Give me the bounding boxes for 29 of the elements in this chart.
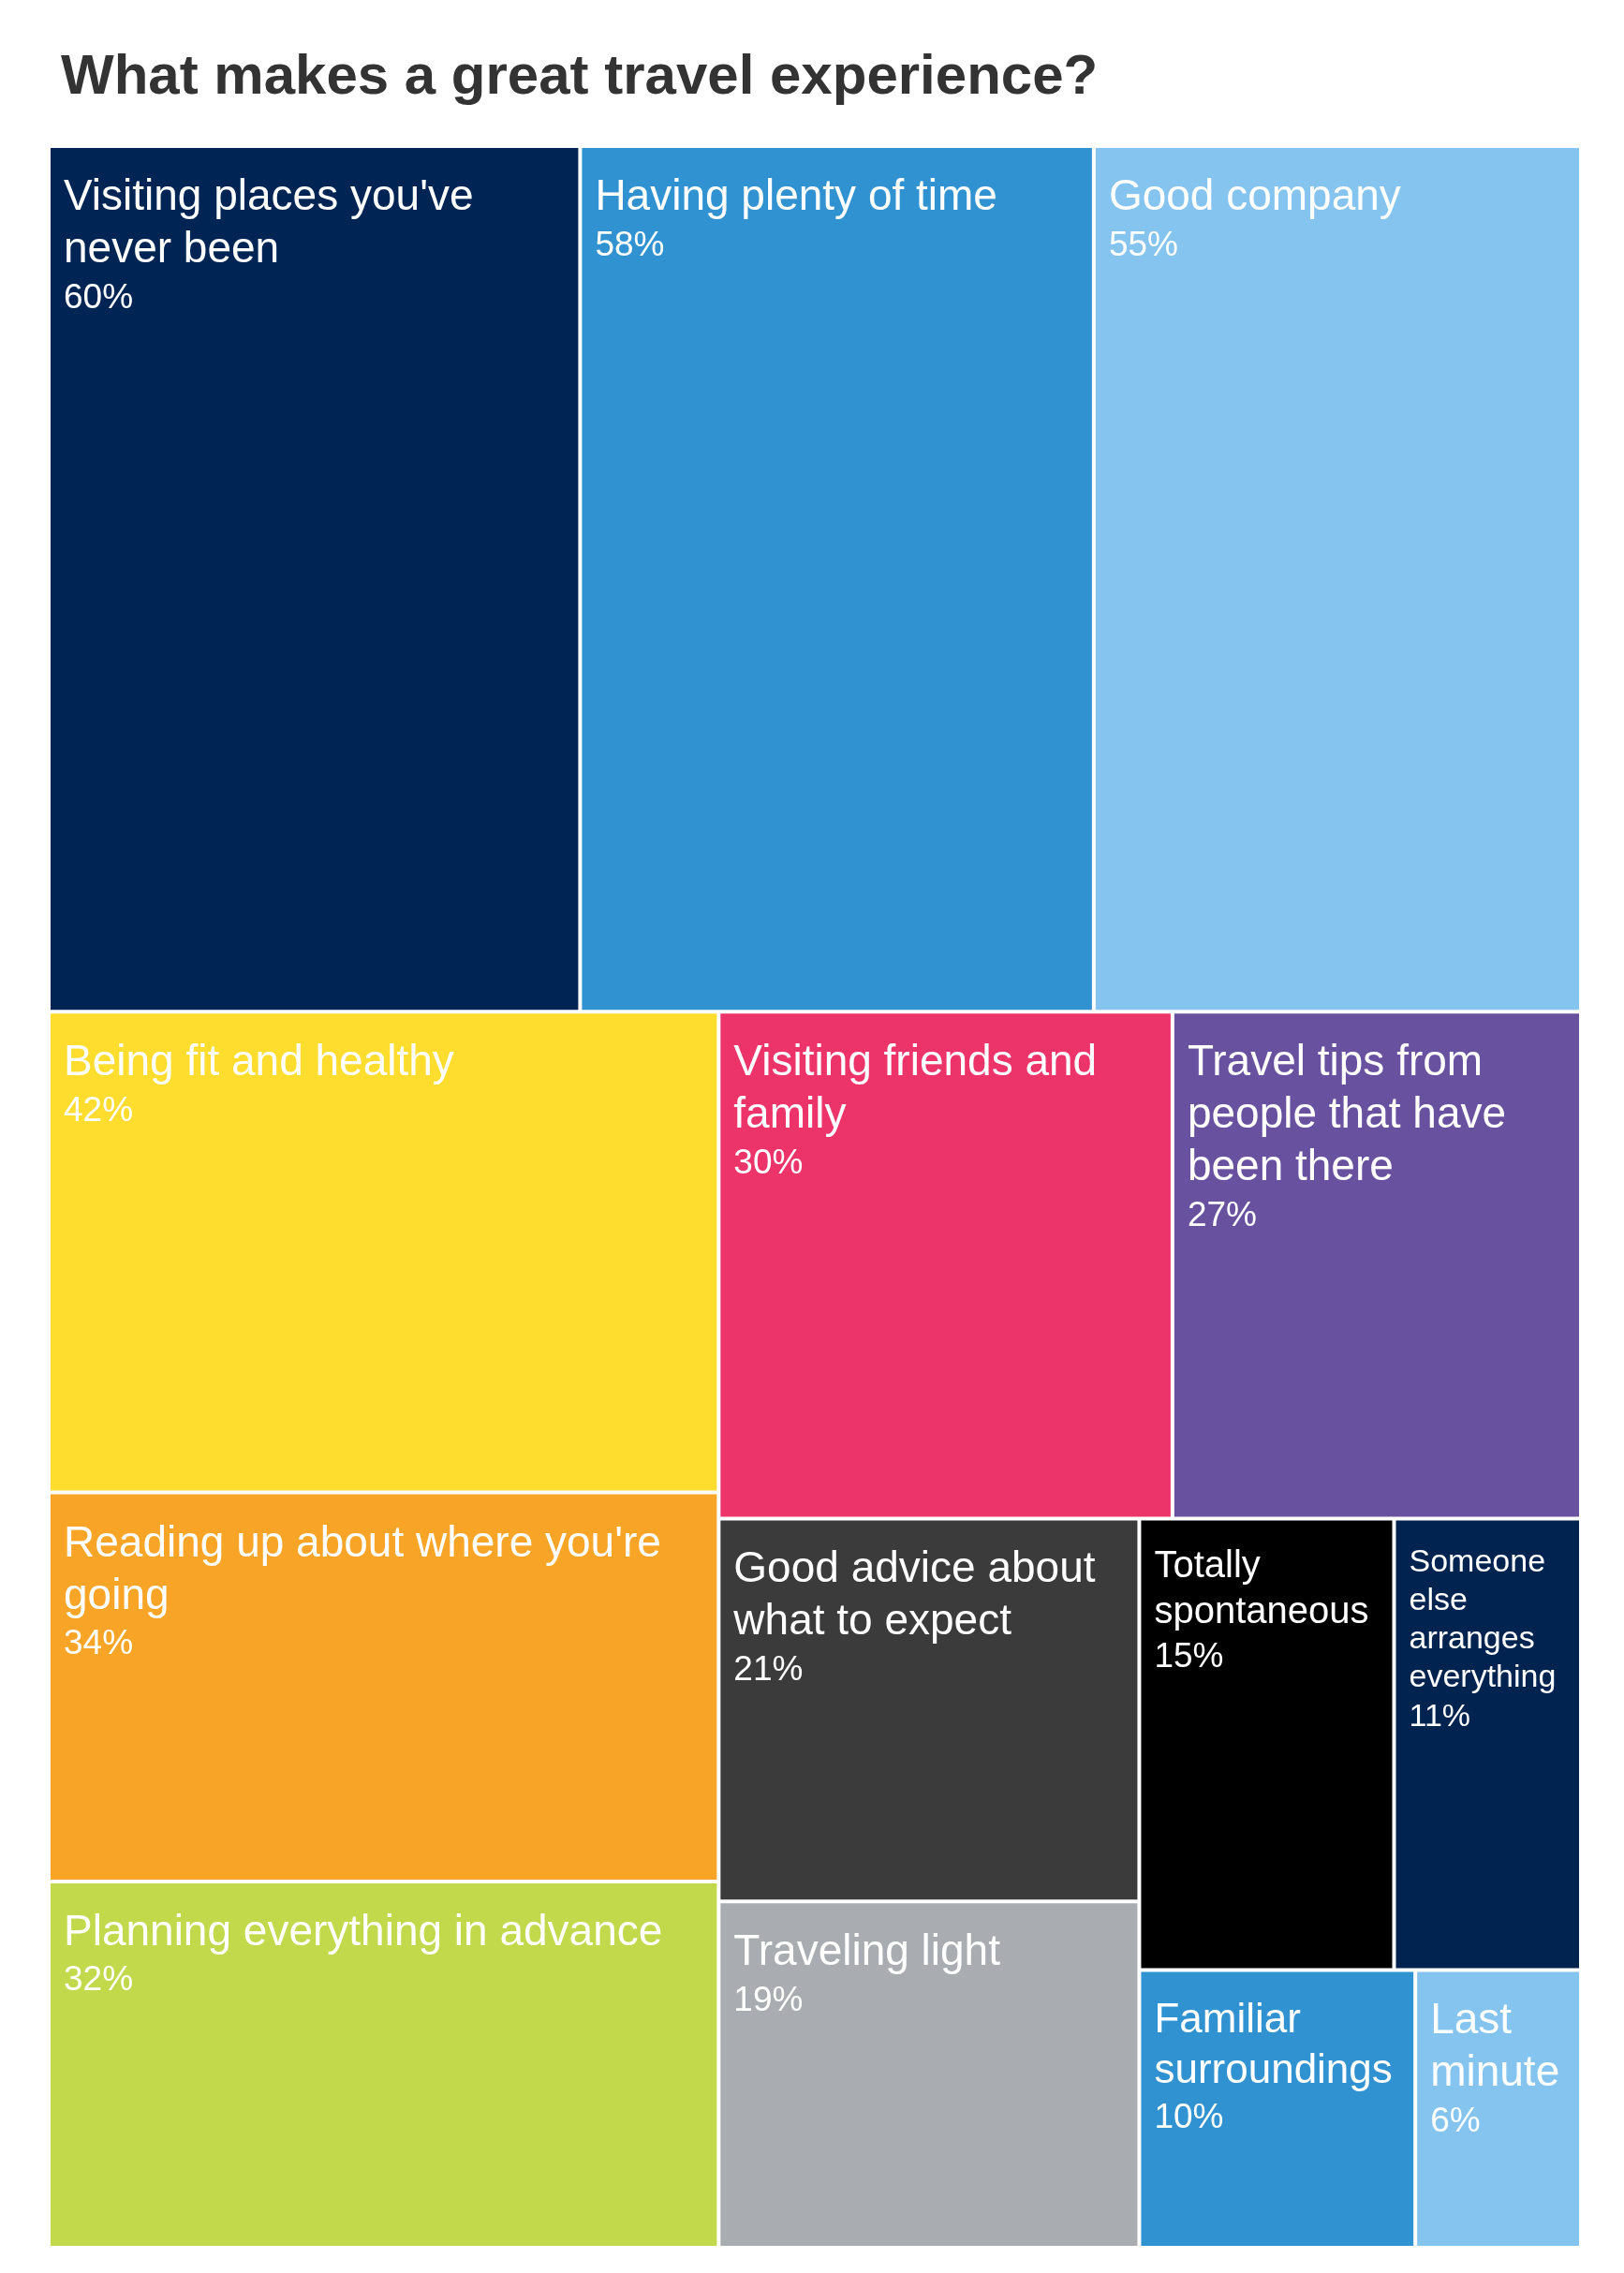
data-label: 58%: [595, 224, 665, 263]
data-label: 42%: [64, 1089, 134, 1129]
data-label: 30%: [733, 1142, 804, 1181]
data-label: 55%: [1108, 224, 1178, 263]
data-label: 21%: [733, 1648, 804, 1688]
data-label: 60%: [64, 276, 134, 316]
text: What makes a great travel experience?: [61, 42, 1099, 106]
data-label: 27%: [1187, 1194, 1257, 1233]
category-label: Traveling light: [733, 1926, 1001, 1975]
data-label: 19%: [733, 1979, 804, 2018]
data-label: 10%: [1154, 2096, 1224, 2135]
data-label: 15%: [1154, 1635, 1224, 1675]
category-label: Visiting places you've never been: [64, 170, 474, 272]
category-label: Familiar surroundings: [1154, 1994, 1393, 2091]
data-label: 32%: [64, 1959, 134, 1999]
category-label: Having plenty of time: [595, 170, 997, 219]
category-label: Totally spontaneous: [1154, 1542, 1369, 1631]
category-label: Visiting friends and family: [733, 1036, 1098, 1138]
category-label: Travel tips from people that have been there: [1187, 1036, 1507, 1190]
category-label: Good company: [1108, 170, 1401, 219]
category-label: Someone else arranges everything: [1409, 1542, 1557, 1693]
data-label: 34%: [64, 1623, 134, 1662]
data-label: 11%: [1409, 1697, 1471, 1734]
category-label: Good advice about what to expect: [732, 1542, 1096, 1645]
category-label: Being fit and healthy: [64, 1036, 454, 1085]
category-label: Planning everything in advance: [64, 1905, 663, 1955]
category-label: Reading up about where you're going: [64, 1516, 661, 1618]
category-label: Last minute: [1430, 1994, 1560, 2096]
data-label: 6%: [1430, 2100, 1481, 2139]
